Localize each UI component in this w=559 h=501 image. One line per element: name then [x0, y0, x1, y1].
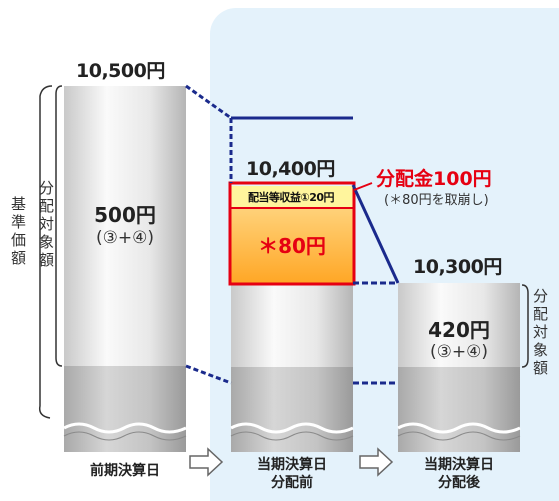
distributable-bracket-left: [55, 85, 63, 367]
nav-label: 基準価額: [9, 196, 27, 268]
bar-before: [228, 181, 356, 452]
bar-previous: [63, 86, 187, 452]
distributable-label-left: 分配対象額: [37, 180, 55, 270]
after-amount: 420円: [428, 318, 490, 342]
label-after-sub: 分配後: [438, 475, 480, 491]
after-formula: (③+④): [430, 342, 488, 362]
previous-amount: 500円: [94, 203, 156, 227]
after-top-value: 10,300円: [413, 256, 502, 278]
connector-lines: [185, 84, 400, 385]
distribution-title: 分配金100円: [376, 168, 492, 190]
nav-bracket: [38, 85, 53, 419]
star-amount: ＊80円: [258, 234, 326, 258]
callout-pointer: [353, 182, 373, 191]
label-before-date: 当期決算日: [257, 457, 327, 473]
arrow-1: [189, 447, 224, 477]
before-top-value: 10,400円: [246, 158, 335, 180]
distribution-note: (＊80円を取崩し): [384, 193, 489, 208]
distributable-label-right: 分配対象額: [531, 288, 549, 378]
label-previous-date: 前期決算日: [90, 463, 160, 479]
label-before-sub: 分配前: [271, 475, 313, 491]
bar-after: [397, 283, 521, 452]
previous-formula: (③+④): [96, 228, 154, 248]
retained-earnings-label: 配当等収益①20円: [232, 188, 350, 206]
previous-top-value: 10,500円: [76, 60, 165, 82]
distributable-bracket-right: [521, 284, 529, 368]
label-after-date: 当期決算日: [424, 457, 494, 473]
arrow-2: [359, 447, 394, 477]
